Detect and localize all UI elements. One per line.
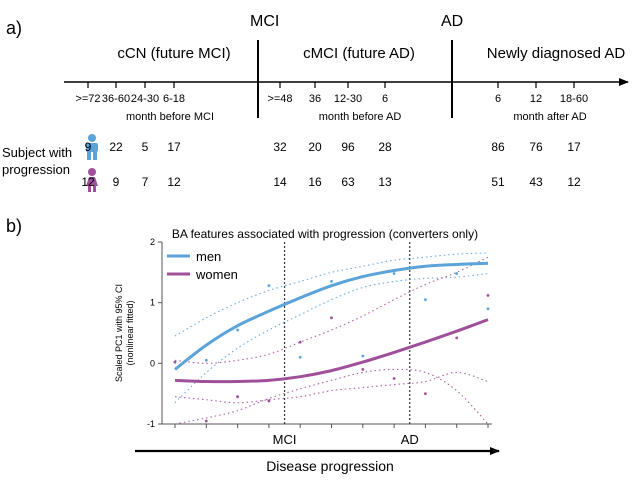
y-tick-label: -1	[147, 419, 155, 429]
legend-label: women	[195, 267, 238, 282]
female-person-icon	[86, 168, 98, 192]
panel-a-label: a)	[6, 18, 22, 38]
women-data-point	[486, 293, 490, 297]
timeline-tick-label: 6-18	[163, 93, 185, 105]
timeline-tick-label: 12-30	[334, 93, 362, 105]
count-men: 17	[167, 140, 181, 154]
panel-b: b) BA features associated with progressi…	[6, 216, 500, 474]
stage-unit-ccn: month before MCI	[126, 111, 214, 123]
count-men: 9	[85, 140, 92, 154]
count-men: 28	[378, 140, 392, 154]
women-confidence-band	[174, 368, 489, 425]
timeline-tick-label: >=72	[75, 93, 100, 105]
men-data-point	[330, 280, 333, 283]
count-women: 51	[491, 175, 505, 189]
count-women: 12	[167, 175, 181, 189]
men-data-point	[361, 354, 365, 358]
women-data-point	[298, 340, 302, 344]
stage-title-ccn: cCN (future MCI)	[117, 45, 230, 62]
count-women: 16	[308, 175, 322, 189]
timeline-tick-label: 36	[309, 93, 321, 105]
progression-arrow-label: Disease progression	[266, 458, 394, 474]
timeline-tick-label: 18-60	[560, 93, 588, 105]
men-data-point	[455, 272, 459, 275]
count-women: 43	[529, 175, 543, 189]
women-fit-line	[174, 318, 489, 384]
stage-unit-ad: month after AD	[513, 111, 586, 123]
timeline-tick-label: 24-30	[131, 93, 159, 105]
y-axis-label-line2: (nonlinear fitted)	[125, 300, 135, 365]
timeline-tick-label: 12	[530, 93, 542, 105]
women-data-point	[392, 377, 396, 380]
timeline-ticks: >=72 36-60 24-30 6-18 >=48 36 12-30 6 6 12 18-60	[75, 82, 588, 105]
count-men: 22	[109, 140, 123, 154]
legend-label: men	[196, 249, 221, 264]
men-data-point	[392, 272, 396, 275]
timeline-tick-label: 6	[382, 93, 388, 105]
count-women: 12	[567, 175, 581, 189]
men-data-point	[236, 328, 240, 332]
women-data-point	[204, 419, 208, 423]
timeline-tick-label: 6	[495, 93, 501, 105]
milestone-ad-label: AD	[441, 13, 463, 30]
count-men: 76	[529, 140, 543, 154]
women-data-point	[173, 360, 177, 364]
count-women: 63	[341, 175, 355, 189]
women-data-point	[361, 368, 365, 371]
men-data-point	[298, 355, 302, 359]
milestone-mci-label: MCI	[250, 13, 279, 30]
count-men: 5	[142, 140, 149, 154]
men-data-point	[204, 358, 208, 362]
milestone-marker-label: AD	[401, 432, 419, 447]
men-data-point	[267, 284, 271, 288]
male-person-icon	[86, 134, 98, 160]
y-axis-label-line1: Scaled PC1 with 95% CI	[114, 284, 124, 382]
y-tick-label: 2	[150, 237, 155, 247]
men-confidence-band	[174, 273, 489, 404]
counts-men-row: 9 22 5 17 32 20 96 28 86 76 17	[85, 140, 581, 154]
row-label-line2: progression	[2, 162, 70, 177]
count-men: 32	[273, 140, 287, 154]
timeline-tick-label: 36-60	[102, 93, 130, 105]
panel-a: a) MCI AD cCN (future MCI) cMCI (future …	[2, 13, 629, 192]
counts-women-row: 12 9 7 12 14 16 63 13 51 43 12	[81, 175, 581, 189]
stage-title-ad: Newly diagnosed AD	[487, 45, 626, 62]
women-data-point	[267, 399, 271, 403]
chart-area: -1 0 1 2 MCI AD men women	[147, 237, 492, 447]
stage-title-cmci: cMCI (future AD)	[303, 45, 415, 62]
count-men: 20	[308, 140, 322, 154]
chart-title: BA features associated with progression …	[172, 227, 478, 241]
count-men: 96	[341, 140, 355, 154]
milestone-marker-label: MCI	[273, 432, 297, 447]
women-data-point	[330, 316, 333, 320]
y-tick-label: 0	[150, 358, 155, 368]
count-women: 14	[273, 175, 287, 189]
men-fit-line	[174, 261, 489, 371]
count-women: 7	[142, 175, 149, 189]
timeline-tick-label: >=48	[267, 93, 292, 105]
women-data-point	[236, 395, 240, 399]
y-tick-label: 1	[150, 298, 155, 308]
count-men: 17	[567, 140, 581, 154]
stage-unit-cmci: month before AD	[319, 111, 402, 123]
women-confidence-band	[174, 371, 489, 404]
count-women: 12	[81, 175, 95, 189]
women-data-point	[455, 336, 459, 340]
men-data-point	[486, 307, 490, 311]
women-data-point	[424, 392, 427, 396]
panel-b-label: b)	[6, 216, 22, 236]
row-label-line1: Subject with	[2, 145, 72, 160]
count-women: 13	[378, 175, 392, 189]
men-data-point	[424, 298, 427, 302]
count-men: 86	[491, 140, 505, 154]
count-women: 9	[113, 175, 120, 189]
